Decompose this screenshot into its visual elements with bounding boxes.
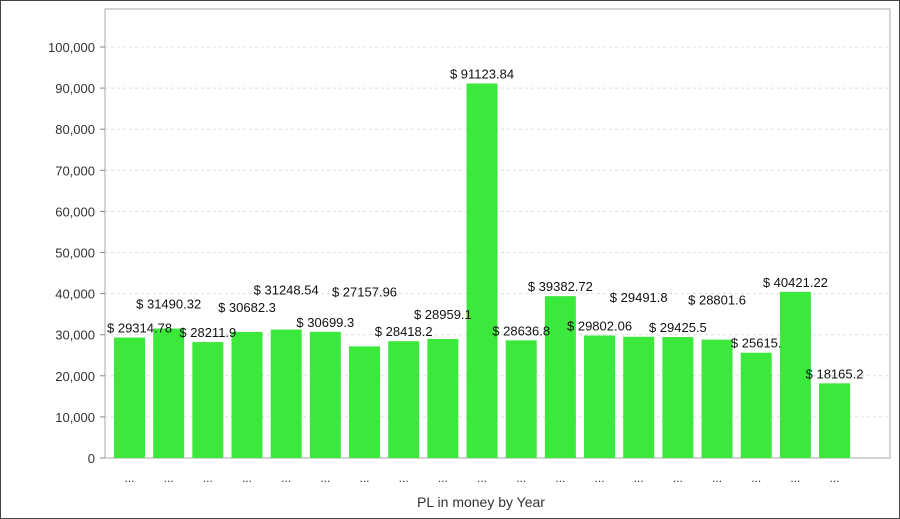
data-label: $ 18165.2 (806, 366, 864, 381)
bar (544, 296, 576, 458)
y-tick-label: 40,000 (55, 287, 95, 302)
y-tick-label: 50,000 (55, 246, 95, 261)
y-tick-label: 0 (88, 451, 95, 466)
y-tick-label: 60,000 (55, 204, 95, 219)
x-tick-label: ... (242, 471, 252, 485)
x-tick-label: ... (203, 471, 213, 485)
x-tick-label: ... (320, 471, 330, 485)
bar (623, 336, 655, 458)
y-tick-label: 70,000 (55, 163, 95, 178)
x-tick-label: ... (751, 471, 761, 485)
bar (584, 335, 616, 458)
x-tick-label: ... (164, 471, 174, 485)
data-label: $ 31490.32 (136, 297, 201, 312)
x-tick-label: ... (634, 471, 644, 485)
bar (388, 341, 420, 458)
data-label: $ 30699.3 (296, 315, 354, 330)
data-label: $ 29802.06 (567, 319, 632, 334)
x-tick-label: ... (830, 471, 840, 485)
y-tick-label: 100,000 (48, 40, 95, 55)
bar (427, 338, 459, 458)
data-label: $ 28959.1 (414, 307, 472, 322)
x-tick-label: ... (399, 471, 409, 485)
x-tick-label: ... (477, 471, 487, 485)
x-tick-label: ... (281, 471, 291, 485)
bar (153, 328, 185, 458)
bar (701, 339, 733, 458)
data-label: $ 28211.9 (179, 325, 236, 340)
x-tick-label: ... (790, 471, 800, 485)
data-label: $ 27157.96 (332, 284, 397, 299)
bar (270, 329, 302, 458)
data-label: $ 30682.3 (218, 300, 276, 315)
x-axis-title: PL in money by Year (417, 494, 545, 510)
y-tick-label: 30,000 (55, 328, 95, 343)
data-label: $ 29491.8 (610, 290, 668, 305)
bar (231, 331, 263, 458)
x-tick-label: ... (438, 471, 448, 485)
bar (114, 337, 145, 458)
bar (192, 342, 224, 458)
bar (309, 331, 341, 458)
y-tick-label: 10,000 (55, 410, 95, 425)
x-tick-label: ... (673, 471, 683, 485)
bar (662, 337, 694, 458)
x-tick-label: ... (595, 471, 605, 485)
x-tick-label: ... (360, 471, 370, 485)
data-label: $ 25615. (731, 336, 782, 351)
data-label: $ 40421.22 (763, 275, 828, 290)
x-tick-label: ... (516, 471, 526, 485)
bar (779, 291, 811, 458)
x-tick-label: ... (555, 471, 565, 485)
data-label: $ 28418.2 (375, 324, 433, 339)
data-label: $ 31248.54 (254, 283, 319, 298)
bar (349, 346, 381, 458)
data-label: $ 29314.78 (107, 321, 172, 336)
data-label: $ 28801.6 (688, 293, 746, 308)
y-tick-label: 20,000 (55, 369, 95, 384)
x-tick-label: ... (124, 471, 134, 485)
y-tick-label: 80,000 (55, 122, 95, 137)
bar (505, 340, 537, 458)
x-tick-label: ... (712, 471, 722, 485)
bar (740, 352, 772, 458)
data-label: $ 29425.5 (649, 320, 707, 335)
y-tick-label: 90,000 (55, 81, 95, 96)
data-label: $ 39382.72 (528, 279, 593, 294)
bar (466, 83, 498, 458)
data-label: $ 91123.84 (450, 66, 514, 81)
bar (819, 383, 851, 458)
data-label: $ 28636.8 (492, 323, 550, 338)
